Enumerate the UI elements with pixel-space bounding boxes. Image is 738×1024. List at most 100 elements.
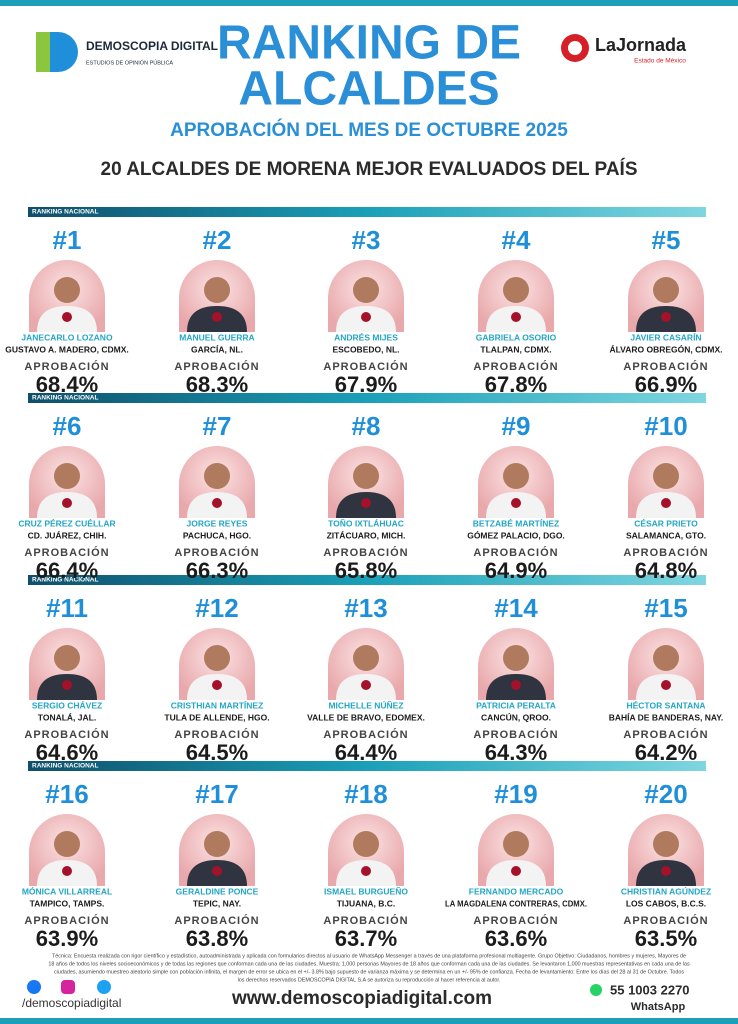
rank: #15	[644, 593, 687, 623]
candidate-name: CRUZ PÉREZ CUÉLLAR	[18, 518, 115, 528]
approval-value: 63.9%	[36, 926, 98, 951]
photo-head	[204, 645, 230, 671]
photo-head	[204, 277, 230, 303]
party-badge	[661, 498, 671, 508]
rank: #2	[203, 225, 232, 255]
logo-d	[50, 32, 78, 72]
approval-value: 64.6%	[36, 740, 98, 765]
rank: #3	[352, 225, 381, 255]
candidate-place: GARCÍA, NL.	[191, 344, 243, 354]
candidate-name: MANUEL GUERRA	[179, 332, 254, 342]
party-badge	[511, 498, 521, 508]
method-note: ciudades, asumiendo muestreo aleatorio s…	[54, 969, 684, 975]
candidate-card: #15 HÉCTOR SANTANA BAHÍA DE BANDERAS, NAY.…	[609, 593, 724, 765]
candidate-place: TONALÁ, JAL.	[38, 712, 96, 722]
candidate-place: TLALPAN, CDMX.	[480, 344, 551, 354]
whatsapp-icon	[590, 984, 602, 996]
candidate-place: GÓMEZ PALACIO, DGO.	[467, 529, 565, 540]
approval-value: 64.8%	[635, 558, 697, 583]
rank: #1	[53, 225, 82, 255]
photo-head	[503, 645, 529, 671]
candidate-place: TEPIC, NAY.	[193, 898, 241, 908]
approval-value: 66.3%	[186, 558, 248, 583]
partner-name: LaJornada	[595, 35, 687, 55]
photo-head	[54, 277, 80, 303]
approval-label: APROBACIÓN	[323, 546, 408, 559]
section-bar	[28, 761, 706, 771]
candidate-card: #13 MICHELLE NÚÑEZ VALLE DE BRAVO, EDOMEX.…	[307, 593, 425, 765]
candidate-place: ESCOBEDO, NL.	[332, 344, 399, 354]
candidate-place: SALAMANCA, GTO.	[626, 530, 706, 540]
twitter-icon	[97, 980, 111, 994]
approval-value: 64.4%	[335, 740, 397, 765]
approval-value: 68.3%	[186, 372, 248, 397]
approval-value: 67.9%	[335, 372, 397, 397]
ranking-grid: RANKING NACIONAL RANKING NACIONAL RANKING …	[5, 207, 723, 951]
rank: #6	[53, 411, 82, 441]
party-badge	[361, 312, 371, 322]
instagram-icon	[61, 980, 75, 994]
rank: #9	[502, 411, 531, 441]
approval-value: 65.8%	[335, 558, 397, 583]
candidate-name: TOÑO IXTLÁHUAC	[328, 518, 404, 528]
approval-value: 64.2%	[635, 740, 697, 765]
approval-label: APROBACIÓN	[323, 728, 408, 741]
photo-head	[353, 645, 379, 671]
rank: #11	[46, 593, 88, 623]
title-line: ALCALDES	[238, 63, 499, 116]
candidate-name: CÉSAR PRIETO	[634, 518, 698, 528]
phone-label: WhatsApp	[631, 1001, 686, 1013]
approval-label: APROBACIÓN	[473, 728, 558, 741]
candidate-place: GUSTAVO A. MADERO, CDMX.	[5, 344, 129, 354]
approval-value: 64.5%	[186, 740, 248, 765]
candidate-place: BAHÍA DE BANDERAS, NAY.	[609, 712, 724, 722]
photo-head	[54, 645, 80, 671]
approval-value: 68.4%	[36, 372, 98, 397]
candidate-card: #1 JANECARLO LOZANO GUSTAVO A. MADERO, CDM…	[5, 225, 129, 397]
rank: #4	[502, 225, 531, 255]
website: www.demoscopiadigital.com	[231, 988, 492, 1009]
candidate-place: VALLE DE BRAVO, EDOMEX.	[307, 712, 425, 722]
approval-value: 63.5%	[635, 926, 697, 951]
candidate-name: MICHELLE NÚÑEZ	[328, 699, 403, 710]
candidate-card: #8 TOÑO IXTLÁHUAC ZITÁCUARO, MICH. APROBACI…	[323, 411, 408, 583]
approval-label: APROBACIÓN	[174, 546, 259, 559]
candidate-card: #3 ANDRÉS MIJES ESCOBEDO, NL. APROBACIÓN67.…	[323, 225, 407, 397]
approval-label: APROBACIÓN	[473, 360, 558, 373]
phone: 55 1003 2270	[610, 982, 690, 997]
social-handle: /demoscopiadigital	[22, 996, 121, 1010]
facebook-icon	[27, 980, 41, 994]
approval-label: APROBACIÓN	[623, 728, 708, 741]
method-note: 18 años de todos los niveles socioeconóm…	[48, 961, 690, 967]
party-badge	[661, 866, 671, 876]
candidate-name: JANECARLO LOZANO	[21, 332, 113, 342]
photo-head	[204, 831, 230, 857]
brand-logo: DEMOSCOPIA DIGITAL ESTUDIOS DE OPINIÓN P…	[36, 32, 218, 72]
subtitle: APROBACIÓN DEL MES DE OCTUBRE 2025	[170, 119, 568, 141]
candidate-name: CRISTHIAN MARTÍNEZ	[171, 700, 264, 710]
partner-logo: LaJornada Estado de México	[561, 34, 687, 65]
brand-name: DEMOSCOPIA DIGITAL	[86, 39, 218, 53]
partner-emblem-inner	[568, 41, 582, 55]
candidate-name: BETZABÉ MARTÍNEZ	[473, 518, 559, 528]
approval-value: 63.7%	[335, 926, 397, 951]
photo-head	[353, 831, 379, 857]
photo-head	[353, 463, 379, 489]
candidate-place: CANCÚN, QROO.	[481, 711, 551, 722]
approval-label: APROBACIÓN	[623, 546, 708, 559]
photo-head	[204, 463, 230, 489]
candidate-card: #12 CRISTHIAN MARTÍNEZ TULA DE ALLENDE, HG…	[164, 593, 269, 765]
candidate-name: ANDRÉS MIJES	[334, 332, 398, 342]
rank: #18	[344, 779, 387, 809]
logo-bar	[36, 32, 50, 72]
candidate-name: HÉCTOR SANTANA	[626, 700, 705, 710]
candidate-card: #7 JORGE REYES PACHUCA, HGO. APROBACIÓN66.3…	[174, 411, 259, 583]
candidate-place: LOS CABOS, B.C.S.	[626, 898, 706, 908]
approval-value: 67.8%	[485, 372, 547, 397]
party-badge	[62, 498, 72, 508]
footer: /demoscopiadigital www.demoscopiadigital…	[22, 953, 690, 1012]
rank: #7	[203, 411, 232, 441]
